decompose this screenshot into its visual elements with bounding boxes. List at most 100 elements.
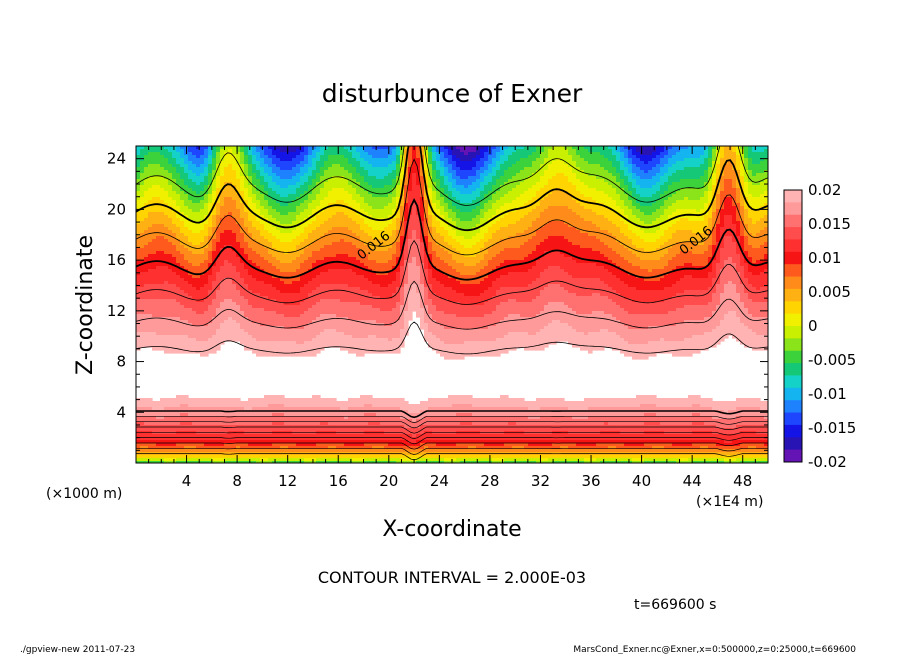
field-cell: [176, 191, 181, 195]
field-cell: [308, 197, 313, 201]
field-cell: [396, 230, 401, 234]
field-cell: [368, 209, 373, 213]
field-cell: [544, 227, 549, 231]
field-cell: [260, 233, 265, 237]
field-cell: [420, 146, 425, 150]
field-cell: [400, 212, 405, 216]
field-cell: [452, 206, 457, 210]
field-cell: [532, 170, 537, 174]
field-cell: [468, 182, 473, 186]
field-cell: [712, 170, 717, 174]
field-cell: [696, 188, 701, 192]
field-cell: [348, 203, 353, 207]
field-cell: [700, 167, 705, 171]
field-cell: [556, 158, 561, 162]
field-cell: [708, 179, 713, 183]
field-cell: [336, 221, 341, 225]
field-cell: [172, 179, 177, 183]
field-cell: [224, 149, 229, 153]
field-cell: [424, 236, 429, 240]
field-cell: [552, 155, 557, 159]
field-cell: [460, 206, 465, 210]
field-cell: [176, 230, 181, 234]
field-cell: [136, 194, 141, 198]
field-cell: [280, 146, 285, 150]
field-cell: [668, 182, 673, 186]
field-cell: [584, 218, 589, 222]
field-cell: [408, 179, 413, 183]
field-cell: [596, 218, 601, 222]
field-cell: [380, 164, 385, 168]
field-cell: [364, 170, 369, 174]
field-cell: [236, 152, 241, 156]
field-cell: [300, 233, 305, 237]
field-cell: [444, 179, 449, 183]
field-cell: [652, 236, 657, 240]
field-cell: [180, 221, 185, 225]
field-cell: [680, 221, 685, 225]
field-cell: [664, 152, 669, 156]
field-cell: [560, 164, 565, 168]
field-cell: [320, 203, 325, 207]
field-cell: [712, 182, 717, 186]
field-cell: [340, 188, 345, 192]
field-cell: [208, 215, 213, 219]
field-cell: [676, 182, 681, 186]
field-cell: [344, 230, 349, 234]
field-cell: [268, 194, 273, 198]
field-cell: [352, 155, 357, 159]
field-cell: [496, 185, 501, 189]
field-cell: [488, 170, 493, 174]
field-cell: [536, 161, 541, 165]
field-cell: [612, 194, 617, 198]
field-cell: [608, 194, 613, 198]
field-cell: [700, 206, 705, 210]
field-cell: [136, 173, 141, 177]
field-cell: [232, 218, 237, 222]
field-cell: [576, 185, 581, 189]
field-cell: [588, 185, 593, 189]
field-cell: [324, 188, 329, 192]
field-cell: [228, 185, 233, 189]
field-cell: [716, 170, 721, 174]
field-cell: [676, 200, 681, 204]
field-cell: [512, 161, 517, 165]
field-cell: [336, 224, 341, 228]
field-cell: [728, 182, 733, 186]
field-cell: [228, 164, 233, 168]
field-cell: [464, 188, 469, 192]
field-cell: [520, 182, 525, 186]
field-cell: [204, 206, 209, 210]
field-cell: [236, 218, 241, 222]
field-cell: [696, 164, 701, 168]
field-cell: [220, 227, 225, 231]
field-cell: [708, 182, 713, 186]
field-cell: [296, 194, 301, 198]
field-cell: [504, 203, 509, 207]
field-cell: [376, 188, 381, 192]
field-cell: [548, 149, 553, 153]
field-cell: [372, 200, 377, 204]
field-cell: [420, 221, 425, 225]
field-cell: [476, 212, 481, 216]
field-cell: [508, 161, 513, 165]
field-cell: [736, 173, 741, 177]
field-cell: [552, 215, 557, 219]
field-cell: [692, 209, 697, 213]
field-cell: [536, 218, 541, 222]
field-cell: [284, 146, 289, 150]
field-cell: [488, 182, 493, 186]
field-cell: [584, 155, 589, 159]
field-cell: [448, 158, 453, 162]
field-cell: [676, 209, 681, 213]
field-cell: [312, 221, 317, 225]
field-cell: [288, 227, 293, 231]
field-cell: [736, 227, 741, 231]
field-cell: [676, 224, 681, 228]
field-cell: [144, 224, 149, 228]
field-cell: [248, 212, 253, 216]
field-cell: [252, 236, 257, 240]
field-cell: [356, 206, 361, 210]
field-cell: [744, 212, 749, 216]
field-cell: [372, 179, 377, 183]
